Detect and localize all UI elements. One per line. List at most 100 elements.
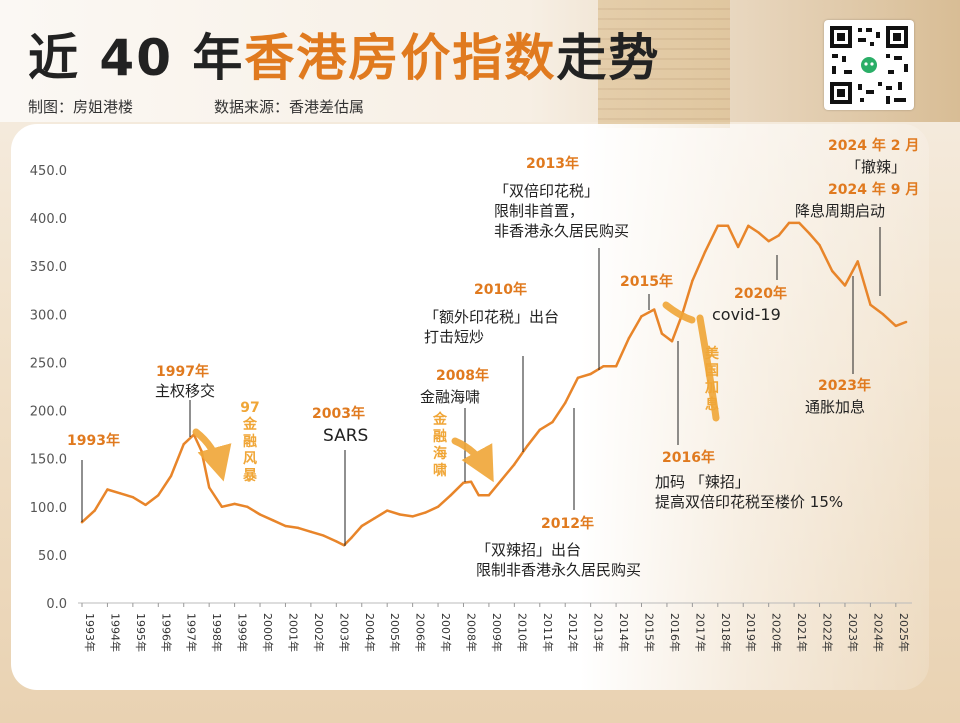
x-tick-label: 2025年 [897, 613, 911, 652]
x-tick-label: 1996年 [159, 613, 173, 652]
data-point [747, 224, 750, 228]
x-tick-label: 1994年 [108, 613, 122, 652]
year-label-1997: 1997年 [156, 363, 209, 380]
x-tick-label: 2014年 [617, 613, 631, 652]
data-point [564, 401, 567, 405]
x-tick-label: 2021年 [795, 613, 809, 652]
data-point [500, 478, 503, 482]
annotation-2010: 「额外印花税」出台打击短炒 [424, 308, 559, 346]
event-arrows [192, 301, 720, 483]
x-axis: 1993年 1994年 1995年 1996年 1997年 1998年 1999年 2000年… [81, 603, 911, 652]
data-point [296, 526, 300, 530]
data-point [691, 279, 694, 282]
event-label-financial-tsunami: 金融海啸 [432, 411, 448, 479]
y-tick-label: 150.0 [30, 453, 67, 468]
x-tick-label: 1998年 [210, 613, 224, 652]
x-tick-label: 1999年 [236, 613, 250, 652]
data-point [538, 428, 541, 431]
data-point [477, 494, 480, 497]
x-tick-label: 1997年 [185, 613, 199, 652]
year-label-2016: 2016年 [662, 449, 715, 466]
y-tick-label: 300.0 [30, 308, 67, 323]
x-tick-label: 2003年 [337, 613, 351, 652]
data-point [335, 540, 338, 543]
x-tick-label: 2015年 [643, 613, 657, 652]
data-point [449, 494, 452, 497]
data-point [350, 536, 353, 539]
y-tick-label: 50.0 [38, 549, 67, 564]
data-point [787, 221, 791, 225]
annotation-1997: 主权移交 [155, 382, 215, 400]
data-point [157, 494, 160, 497]
y-tick-label: 200.0 [30, 405, 67, 420]
x-tick-label: 2011年 [541, 613, 555, 652]
x-tick-label: 2013年 [592, 613, 606, 652]
data-point [80, 520, 84, 524]
year-label-2010: 2010年 [474, 281, 527, 298]
annotation-2020: covid-19 [712, 305, 781, 324]
x-tick-label: 2000年 [261, 613, 275, 652]
data-point [411, 515, 414, 518]
data-point [513, 463, 516, 466]
annotation-2023: 通胀加息 [805, 398, 865, 416]
series-line [80, 221, 908, 547]
annotation-2003: SARS [323, 426, 368, 446]
data-point [398, 513, 402, 516]
x-tick-label: 2023年 [846, 613, 860, 652]
data-point [818, 243, 821, 247]
x-tick-label: 2017年 [693, 613, 707, 652]
data-point [640, 315, 643, 318]
data-point [469, 480, 473, 483]
data-point [614, 365, 618, 368]
data-point [881, 313, 885, 316]
data-point [322, 534, 325, 537]
year-label-2024-09: 2024 年 9 月 [828, 181, 919, 198]
title-highlight: 香港房价指数 [244, 29, 557, 87]
data-point [808, 232, 811, 235]
data-point [777, 234, 781, 237]
data-point [797, 221, 801, 225]
data-point [220, 505, 224, 508]
x-tick-label: 2019年 [744, 613, 758, 652]
x-tick-label: 2012年 [566, 613, 580, 652]
year-label-2013: 2013年 [526, 155, 579, 172]
x-tick-label: 2022年 [821, 613, 835, 652]
year-label-2023: 2023年 [818, 377, 871, 394]
data-point [589, 372, 592, 376]
data-point [284, 524, 287, 528]
x-tick-label: 2001年 [286, 613, 300, 652]
x-tick-label: 2008年 [464, 613, 478, 652]
data-point [106, 488, 109, 491]
qr-code-icon[interactable] [824, 20, 914, 110]
annotation-2024-09: 降息周期启动 [795, 202, 885, 220]
data-point [551, 420, 554, 424]
annotation-2016: 加码 「辣招」提高双倍印花税至楼价 15% [655, 473, 843, 511]
x-tick-label: 2009年 [490, 613, 504, 652]
event-label-97-crisis: 97 金融风暴 [240, 400, 259, 484]
y-tick-label: 450.0 [30, 164, 67, 179]
annotation-2024-02: 「撤辣」 [846, 158, 906, 176]
data-point [703, 250, 707, 253]
year-label-2015: 2015年 [620, 273, 673, 290]
y-tick-label: 400.0 [30, 212, 67, 227]
x-tick-label: 2002年 [312, 613, 326, 652]
source-text: 数据来源：香港差估属 [214, 98, 365, 116]
event-label-us-rate-hike: 美国加息 [704, 345, 720, 413]
data-point [424, 511, 427, 514]
annotation-2013: 「双倍印花税」限制非首置，非香港永久居民购买 [494, 182, 629, 240]
data-point [757, 231, 760, 234]
data-point [462, 481, 465, 484]
data-point [436, 505, 440, 508]
building-backdrop [598, 0, 730, 128]
x-tick-label: 2005年 [388, 613, 402, 652]
data-point [653, 308, 656, 311]
data-point [843, 284, 847, 287]
data-point [169, 474, 173, 478]
year-label-2008: 2008年 [436, 367, 489, 384]
year-label-2012: 2012年 [541, 515, 594, 532]
x-tick-label: 2016年 [668, 613, 682, 652]
x-tick-label: 1993年 [83, 613, 97, 652]
data-point [118, 492, 122, 495]
annotation-2012: 「双辣招」出台限制非香港永久居民购买 [476, 541, 641, 579]
